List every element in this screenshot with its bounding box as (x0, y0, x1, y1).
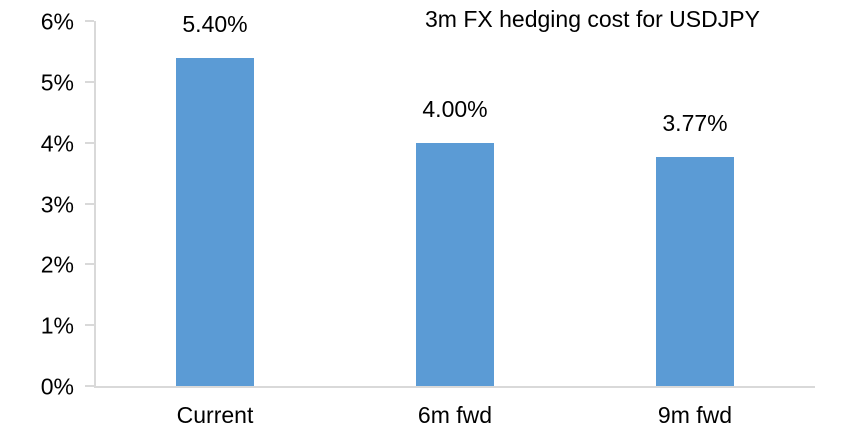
y-axis-tick (85, 20, 94, 22)
y-axis-line (94, 21, 96, 386)
y-axis-label: 5% (40, 69, 74, 96)
bar-9m-fwd (656, 156, 734, 386)
y-axis-label: 3% (40, 191, 74, 217)
y-axis-label: 6% (40, 8, 74, 35)
y-axis-label: 0% (40, 373, 74, 400)
y-axis-label: 1% (40, 312, 74, 339)
y-axis-tick (85, 80, 94, 83)
y-axis-tick (85, 141, 94, 144)
y-axis-label: 4% (40, 130, 74, 157)
y-axis-tick (85, 202, 94, 205)
y-axis-label: 2% (40, 251, 74, 278)
x-axis-line (94, 386, 815, 388)
y-axis-tick (85, 385, 94, 387)
bar-value-label: 5.40% (182, 10, 248, 37)
bar-value-label: 3.77% (662, 109, 728, 136)
chart-title: 3m FX hedging cost for USDJPY (425, 6, 760, 32)
y-axis-tick (85, 324, 94, 327)
x-axis-label: 6m fwd (417, 402, 493, 428)
x-axis-label: Current (176, 402, 254, 428)
bar-value-label: 4.00% (422, 95, 488, 122)
x-axis-label: 9m fwd (657, 402, 733, 428)
bar-current (176, 57, 254, 386)
y-axis-tick (85, 263, 94, 266)
bar-6m-fwd (416, 142, 494, 386)
